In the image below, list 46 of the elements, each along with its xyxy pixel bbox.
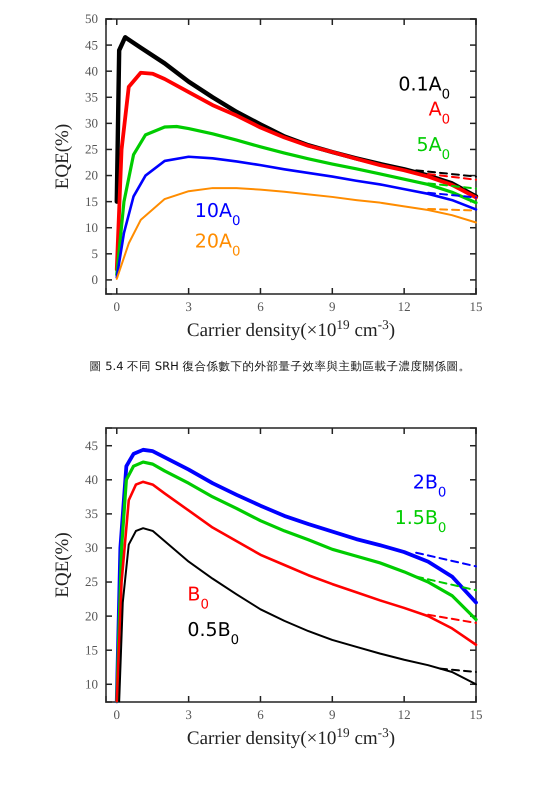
x-tick-label: 12 <box>398 299 411 314</box>
y-tick-label: 35 <box>85 506 98 522</box>
x-tick-label: 3 <box>185 707 192 722</box>
line-series <box>114 70 478 272</box>
x-axis-title: Carrier density(×10$^{19}$ cm$^{-3}$) <box>186 724 396 749</box>
series-label: 1.5B$_{0}$ <box>394 506 446 536</box>
y-tick-label: 40 <box>85 63 98 78</box>
y-tick-label: 20 <box>85 608 98 624</box>
x-axis-title: Carrier density(×10$^{19}$ cm$^{-3}$) <box>186 316 396 341</box>
y-tick-label: 25 <box>85 574 98 590</box>
y-axis-title: EQE(%) <box>52 532 73 598</box>
x-tick-label: 0 <box>114 299 120 314</box>
y-tick-label: 35 <box>85 89 98 104</box>
x-tick-label: 15 <box>470 299 482 314</box>
text: 20A$_{0}$ <box>194 230 240 259</box>
x-tick-label: 3 <box>185 299 192 314</box>
text: B$_{0}$ <box>187 584 209 612</box>
y-tick-label: 0 <box>92 272 98 288</box>
x-tick-label: 15 <box>470 707 482 722</box>
y-tick-label: 30 <box>85 116 98 131</box>
y-tick-label: 15 <box>85 194 98 209</box>
y-tick-label: 50 <box>85 11 98 26</box>
x-tick-label: 12 <box>398 707 411 722</box>
line-series <box>115 124 478 276</box>
x-tick-label: 0 <box>114 707 120 722</box>
text: 2B$_{0}$ <box>412 471 446 500</box>
caption: 圖 5.4 不同 SRH 復合係數下的外部量子效率與主動區載子濃度關係圖。 <box>90 359 470 373</box>
x-tick-label: 6 <box>257 707 264 722</box>
y-tick-label: 45 <box>85 438 98 453</box>
y-tick-label: 45 <box>85 37 98 52</box>
series-label: 10A$_{0}$ <box>194 200 240 228</box>
x-tick-label: 6 <box>257 299 264 314</box>
line-series <box>116 187 477 280</box>
series-label: 5A$_{0}$ <box>416 134 450 162</box>
y-tick-label: 20 <box>85 168 98 183</box>
y-tick-label: 5 <box>92 246 98 261</box>
x-tick-label: 9 <box>329 707 336 722</box>
series-label: 0.5B$_{0}$ <box>187 619 240 648</box>
y-tick-label: 15 <box>85 642 98 658</box>
y-tick-label: 25 <box>85 142 98 157</box>
x-tick-label: 9 <box>329 299 336 314</box>
y-tick-label: 40 <box>85 472 98 487</box>
y-tick-label: 10 <box>85 676 98 692</box>
y-axis-title: EQE(%) <box>52 124 73 190</box>
y-tick-label: 10 <box>85 220 98 235</box>
y-tick-label: 30 <box>85 540 98 556</box>
